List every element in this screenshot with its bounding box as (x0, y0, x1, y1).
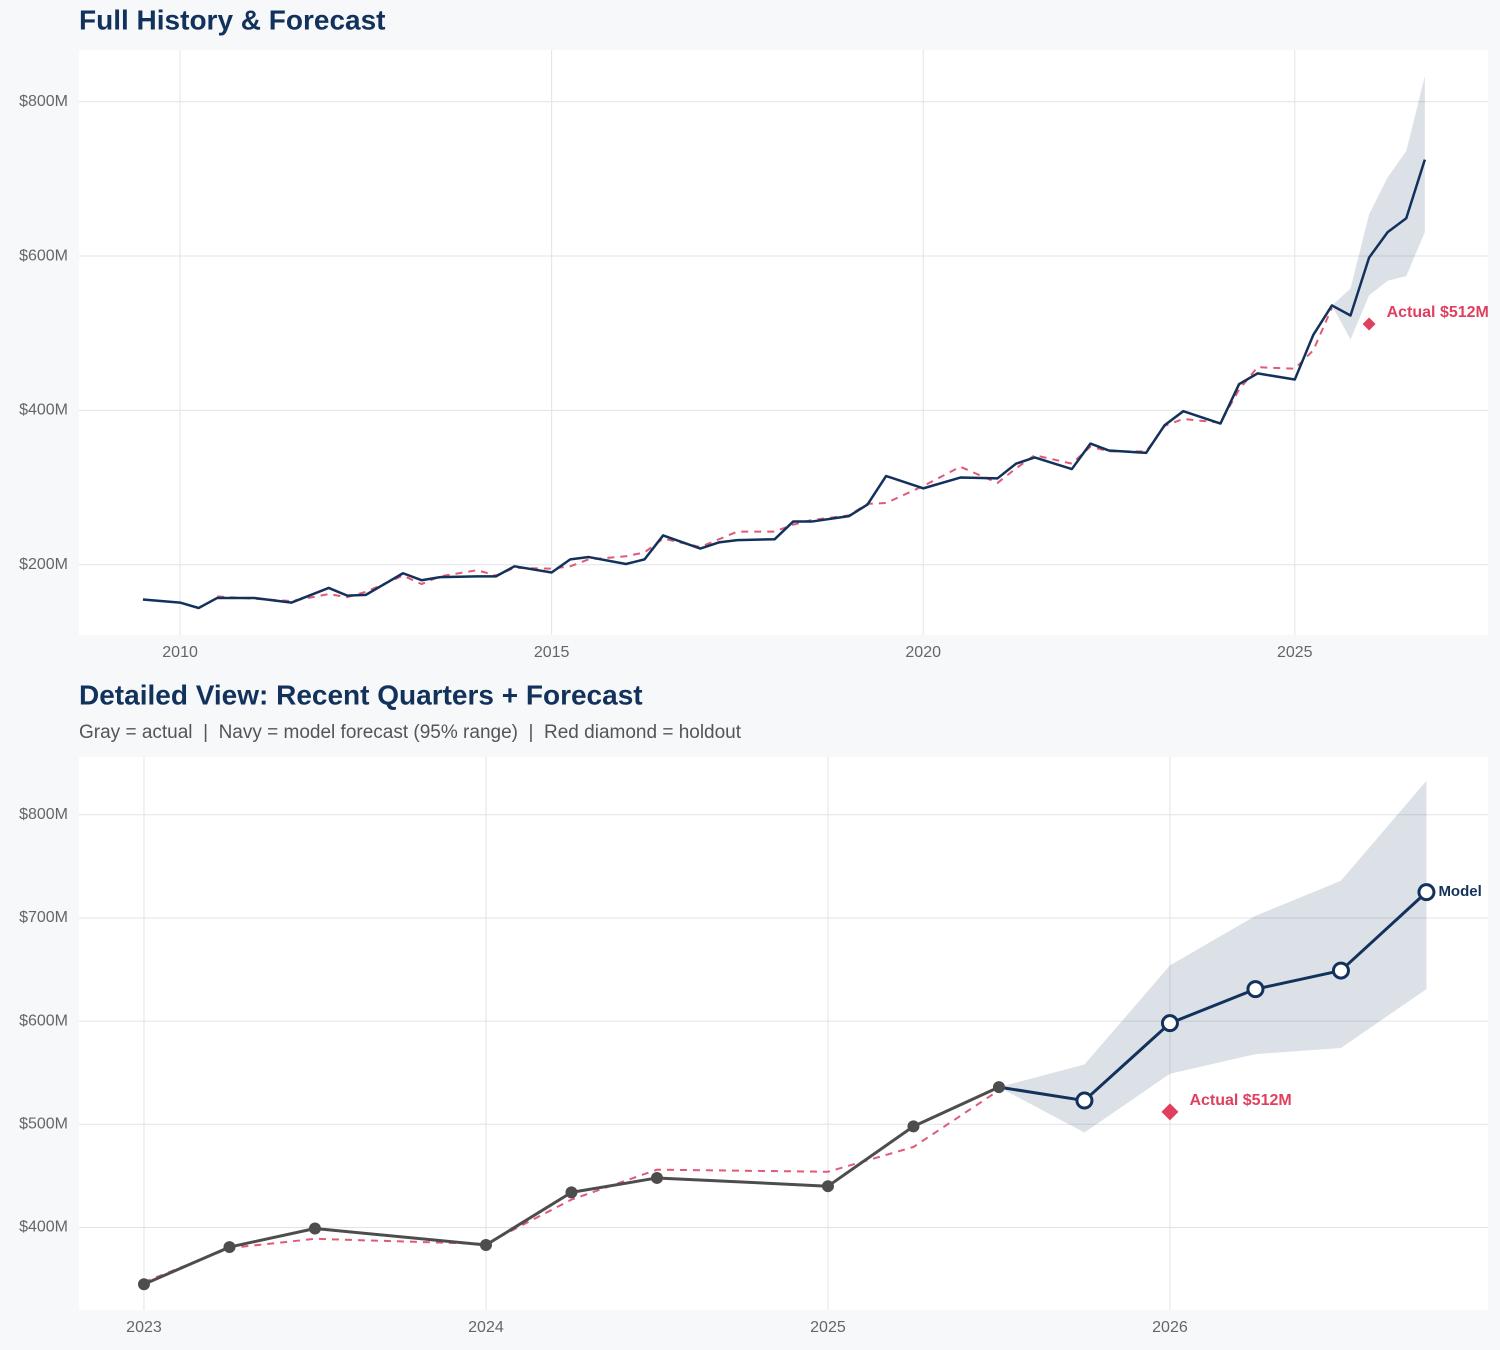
y-tick-label: $800M (19, 93, 68, 110)
forecast-band (1331, 76, 1425, 340)
point (479, 1239, 492, 1252)
x-tick-label: 2024 (468, 1319, 504, 1336)
point (1160, 1014, 1179, 1033)
point (1075, 1091, 1094, 1110)
holdout-label: Actual $512M (1189, 1092, 1291, 1109)
x-tick-label: 2025 (1277, 644, 1313, 661)
chart-title: Full History & Forecast (79, 4, 386, 35)
plot-area (79, 757, 1488, 1310)
point (565, 1186, 578, 1199)
y-tick-label: $400M (19, 1219, 68, 1236)
x-tick-label: 2026 (1152, 1319, 1188, 1336)
point (137, 1278, 150, 1291)
point (223, 1241, 236, 1254)
point (1417, 883, 1436, 902)
point (907, 1120, 920, 1133)
plot: Actual $512M (79, 50, 1489, 635)
y-tick-label: $700M (19, 909, 68, 926)
x-tick-label: 2015 (534, 644, 570, 661)
y-tick-label: $200M (19, 556, 68, 573)
fitted-line (143, 1089, 1000, 1284)
series-line (142, 159, 1427, 610)
y-tick-label: $400M (19, 402, 68, 419)
point (308, 1222, 321, 1235)
forecast-band (998, 780, 1427, 1133)
point (650, 1171, 663, 1184)
series-connector (998, 1085, 1085, 1103)
x-tick-label: 2023 (126, 1319, 162, 1336)
chart-subtitle: Gray = actual | Navy = model forecast (9… (79, 722, 742, 743)
end-label: Model (1438, 883, 1481, 900)
y-tick-label: $600M (19, 247, 68, 264)
point (1331, 961, 1350, 980)
point (1246, 980, 1265, 999)
chart-title: Detailed View: Recent Quarters + Forecas… (79, 679, 643, 710)
x-tick-label: 2010 (162, 644, 198, 661)
fitted-line (217, 307, 1333, 603)
point (992, 1081, 1005, 1094)
holdout-marker (1362, 317, 1376, 331)
y-tick-label: $500M (19, 1116, 68, 1133)
x-tick-label: 2020 (905, 644, 941, 661)
holdout-label: Actual $512M (1387, 304, 1489, 321)
holdout-marker (1161, 1103, 1179, 1121)
plot-area (79, 50, 1488, 635)
y-tick-label: $600M (19, 1012, 68, 1029)
x-tick-label: 2025 (810, 1319, 846, 1336)
y-tick-label: $800M (19, 806, 68, 823)
point (821, 1180, 834, 1193)
